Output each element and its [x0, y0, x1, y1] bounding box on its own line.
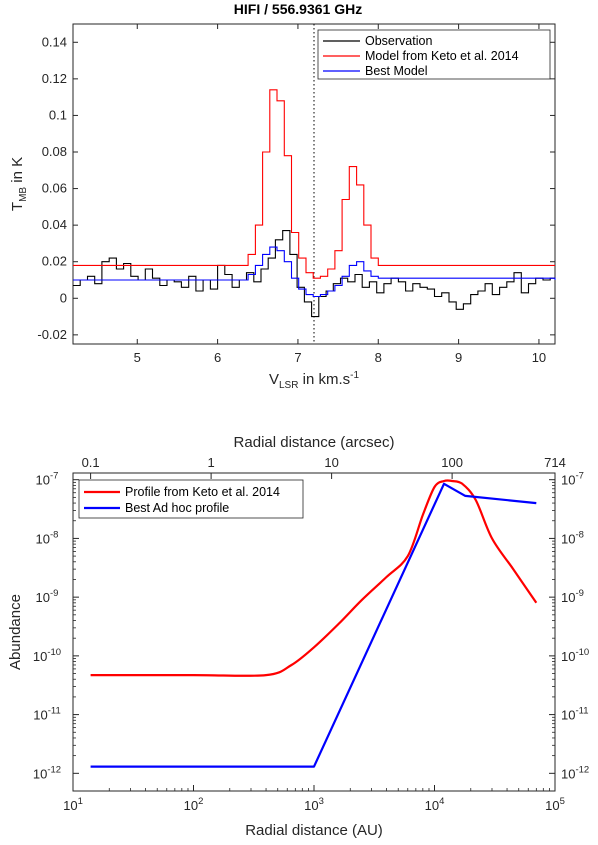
spectrum-x-tick-label: 7 — [294, 350, 301, 365]
abundance-y-tick-label: 10-11 — [33, 706, 61, 723]
abundance-y-tick-label-right: 10-8 — [561, 529, 584, 546]
spectrum-x-tick-label: 8 — [375, 350, 382, 365]
abundance-x-tick-label: 103 — [304, 796, 324, 813]
spectrum-title: HIFI / 556.9361 GHz — [234, 1, 362, 17]
spectrum-x-tick-label: 5 — [134, 350, 141, 365]
abundance-y-tick-label-right: 10-10 — [561, 647, 589, 664]
spectrum-y-tick-label: 0.06 — [42, 181, 67, 196]
abundance-top-ticks: 0.1 1 10 100 714 — [82, 455, 566, 479]
abundance-x-tick-label: 102 — [184, 796, 204, 813]
spectrum-y-tick-label: 0.14 — [42, 34, 67, 49]
abundance-top-tick-label: 100 — [441, 455, 463, 470]
abundance-y-axis-label: Abundance — [7, 594, 24, 670]
spectrum-y-tick-label: 0.08 — [42, 144, 67, 159]
spectrum-x-tick-label: 10 — [532, 350, 546, 365]
keto-abundance-profile-line — [90, 479, 538, 677]
abundance-top-axis-label: Radial distance (arcsec) — [234, 434, 395, 451]
abundance-top-tick-label: 10 — [324, 455, 338, 470]
spectrum-y-tick-label: 0.1 — [49, 107, 67, 122]
legend-label-best-model: Best Model — [365, 64, 428, 78]
abundance-top-tick-label: 0.1 — [82, 455, 100, 470]
spectrum-y-tick-label: 0.02 — [42, 254, 67, 269]
keto-model-spectrum-line — [73, 89, 555, 279]
abundance-y-tick-label-right: 10-12 — [561, 764, 589, 781]
abundance-y-tick-label-right: 10-11 — [561, 706, 589, 723]
spectrum-y-tick-label: 0.04 — [42, 217, 67, 232]
spectrum-y-axis-label: TMB in K — [9, 157, 29, 211]
abundance-top-tick-label: 1 — [207, 455, 214, 470]
abundance-y-tick-label: 10-7 — [36, 471, 59, 488]
legend-label-observation: Observation — [365, 34, 432, 48]
spectrum-x-tick-label: 6 — [214, 350, 221, 365]
abundance-y-tick-label: 10-10 — [33, 647, 61, 664]
abundance-x-tick-label: 105 — [545, 796, 565, 813]
abundance-x-tick-label: 104 — [425, 796, 445, 813]
abundance-y-tick-label-right: 10-7 — [561, 471, 584, 488]
abundance-y-tick-label: 10-8 — [36, 529, 59, 546]
abundance-legend: Profile from Keto et al. 2014 Best Ad ho… — [78, 479, 304, 519]
abundance-x-tick-label: 101 — [63, 796, 83, 813]
abundance-x-ticks: 101 102 103 104 105 — [63, 785, 565, 813]
spectrum-y-ticks: -0.02 0 0.02 0.04 0.06 0.08 0.1 0.12 0.14 — [37, 34, 555, 342]
abundance-y-tick-label: 10-12 — [33, 764, 61, 781]
abundance-series — [90, 479, 538, 768]
legend-label-adhoc-profile: Best Ad hoc profile — [125, 501, 229, 515]
abundance-y-ticks: 10-12 10-12 10-11 10-11 10-10 10-10 10-9 10-9 10… — [33, 471, 589, 782]
abundance-y-tick-label: 10-9 — [36, 588, 59, 605]
abundance-x-axis-label: Radial distance (AU) — [245, 822, 383, 839]
abundance-legend-box — [78, 479, 304, 519]
spectrum-y-tick-label: 0.12 — [42, 71, 67, 86]
abundance-plot-frame — [72, 472, 556, 792]
spectrum-series — [73, 89, 556, 318]
spectrum-chart: HIFI / 556.9361 GHz 5 6 7 8 9 10 -0.02 0 0.02 0.… — [9, 1, 556, 391]
spectrum-x-axis-label: VLSR in km.s-1 — [269, 370, 359, 391]
abundance-y-tick-label-right: 10-9 — [561, 588, 584, 605]
spectrum-x-tick-label: 9 — [455, 350, 462, 365]
spectrum-y-tick-label: -0.02 — [37, 327, 67, 342]
adhoc-abundance-profile-line — [90, 482, 537, 768]
abundance-top-tick-label: 714 — [544, 455, 566, 470]
spectrum-x-ticks: 5 6 7 8 9 10 — [134, 24, 546, 365]
abundance-chart: Radial distance (arcsec) 101 102 103 104 105… — [7, 434, 589, 839]
spectrum-legend: Observation Model from Keto et al. 2014 … — [317, 29, 551, 80]
spectrum-y-tick-label: 0 — [60, 290, 67, 305]
best-model-spectrum-line — [73, 246, 556, 298]
observation-spectrum-line — [73, 230, 555, 318]
legend-label-keto-model: Model from Keto et al. 2014 — [365, 49, 519, 63]
legend-label-keto-profile: Profile from Keto et al. 2014 — [125, 485, 280, 499]
